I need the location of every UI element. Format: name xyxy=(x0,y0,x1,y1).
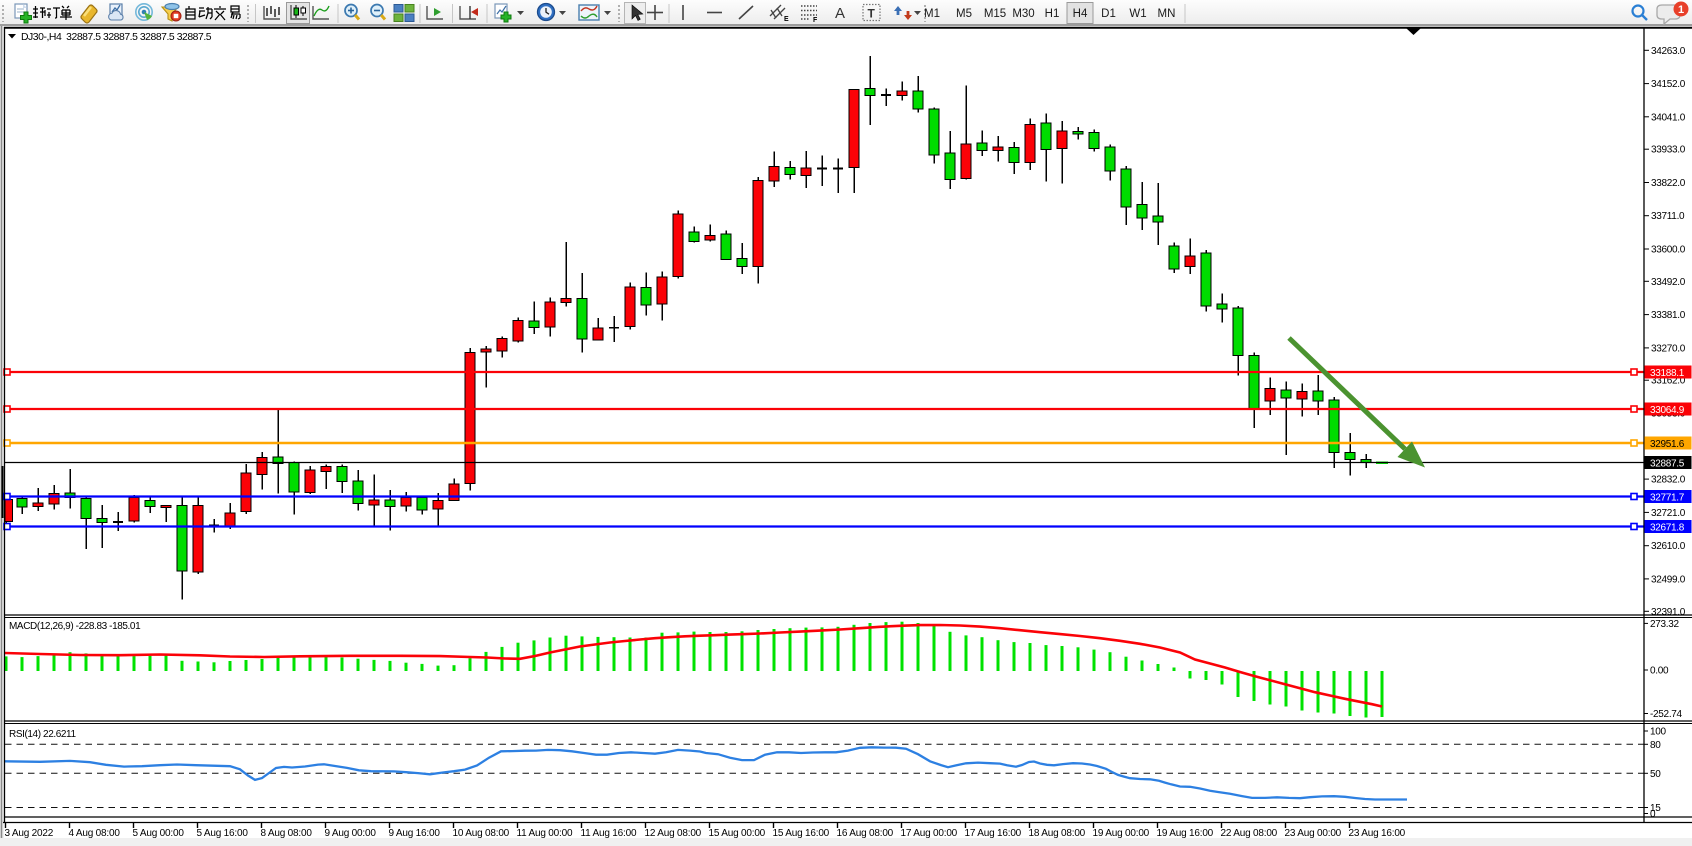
svg-text:16 Aug 08:00: 16 Aug 08:00 xyxy=(837,828,894,839)
svg-text:33162.0: 33162.0 xyxy=(1651,376,1686,387)
svg-text:23 Aug 00:00: 23 Aug 00:00 xyxy=(1285,828,1342,839)
svg-text:H1: H1 xyxy=(1045,8,1060,20)
svg-text:MN: MN xyxy=(1158,8,1176,20)
svg-text:23 Aug 16:00: 23 Aug 16:00 xyxy=(1349,828,1406,839)
svg-text:H4: H4 xyxy=(1073,8,1088,20)
svg-text:RSI(14) 22.6211: RSI(14) 22.6211 xyxy=(9,729,76,740)
svg-text:32771.7: 32771.7 xyxy=(1650,492,1685,503)
svg-text:32721.0: 32721.0 xyxy=(1651,508,1686,519)
svg-text:10 Aug 08:00: 10 Aug 08:00 xyxy=(453,828,510,839)
svg-text:12 Aug 08:00: 12 Aug 08:00 xyxy=(645,828,702,839)
svg-text:33381.0: 33381.0 xyxy=(1651,310,1686,321)
svg-text:34041.0: 34041.0 xyxy=(1651,112,1686,123)
svg-text:33270.0: 33270.0 xyxy=(1651,343,1686,354)
svg-text:32391.0: 32391.0 xyxy=(1651,607,1686,618)
svg-text:22 Aug 08:00: 22 Aug 08:00 xyxy=(1221,828,1278,839)
svg-text:MACD(12,26,9) -228.83 -185.01: MACD(12,26,9) -228.83 -185.01 xyxy=(9,621,141,632)
svg-text:33188.1: 33188.1 xyxy=(1650,368,1685,379)
svg-text:4 Aug 08:00: 4 Aug 08:00 xyxy=(69,828,121,839)
svg-text:0.00: 0.00 xyxy=(1650,666,1669,677)
svg-text:33933.0: 33933.0 xyxy=(1651,145,1686,156)
svg-text:33492.0: 33492.0 xyxy=(1651,277,1686,288)
svg-text:18 Aug 08:00: 18 Aug 08:00 xyxy=(1029,828,1086,839)
svg-text:33600.0: 33600.0 xyxy=(1651,245,1686,256)
svg-text:19 Aug 16:00: 19 Aug 16:00 xyxy=(1157,828,1214,839)
svg-text:273.32: 273.32 xyxy=(1650,619,1680,630)
svg-text:33711.0: 33711.0 xyxy=(1651,211,1685,222)
svg-text:9 Aug 00:00: 9 Aug 00:00 xyxy=(325,828,377,839)
svg-text:F: F xyxy=(813,17,818,24)
svg-text:50: 50 xyxy=(1650,769,1661,780)
svg-text:80: 80 xyxy=(1650,740,1661,751)
svg-text:M5: M5 xyxy=(956,8,972,20)
svg-text:1: 1 xyxy=(1678,4,1684,16)
svg-text:33822.0: 33822.0 xyxy=(1651,178,1686,189)
svg-text:E: E xyxy=(784,16,789,23)
svg-text:33064.9: 33064.9 xyxy=(1650,405,1685,416)
svg-text:15 Aug 16:00: 15 Aug 16:00 xyxy=(773,828,830,839)
svg-text:19 Aug 00:00: 19 Aug 00:00 xyxy=(1093,828,1150,839)
svg-text:32951.6: 32951.6 xyxy=(1650,439,1685,450)
svg-text:T: T xyxy=(868,7,876,21)
svg-text:5 Aug 00:00: 5 Aug 00:00 xyxy=(133,828,185,839)
svg-text:15 Aug 00:00: 15 Aug 00:00 xyxy=(709,828,766,839)
svg-text:A: A xyxy=(835,5,845,22)
svg-text:M1: M1 xyxy=(924,8,940,20)
svg-text:100: 100 xyxy=(1650,727,1667,738)
svg-text:M15: M15 xyxy=(984,8,1006,20)
svg-text:32671.8: 32671.8 xyxy=(1650,522,1685,533)
svg-text:17 Aug 16:00: 17 Aug 16:00 xyxy=(965,828,1022,839)
svg-text:9 Aug 16:00: 9 Aug 16:00 xyxy=(389,828,441,839)
svg-text:34152.0: 34152.0 xyxy=(1651,79,1686,90)
svg-text:11 Aug 16:00: 11 Aug 16:00 xyxy=(581,828,637,839)
svg-text:8 Aug 08:00: 8 Aug 08:00 xyxy=(261,828,313,839)
svg-text:M30: M30 xyxy=(1012,8,1034,20)
svg-text:32610.0: 32610.0 xyxy=(1651,541,1686,552)
svg-text:11 Aug 00:00: 11 Aug 00:00 xyxy=(517,828,573,839)
svg-text:D1: D1 xyxy=(1101,8,1116,20)
svg-text:15: 15 xyxy=(1650,803,1661,814)
svg-text:32832.0: 32832.0 xyxy=(1651,475,1686,486)
svg-text:34263.0: 34263.0 xyxy=(1651,46,1686,57)
svg-text:32499.0: 32499.0 xyxy=(1651,574,1686,585)
svg-text:-252.74: -252.74 xyxy=(1650,709,1683,720)
svg-text:17 Aug 00:00: 17 Aug 00:00 xyxy=(901,828,958,839)
svg-text:32887.5: 32887.5 xyxy=(1650,458,1685,469)
svg-text:3 Aug 2022: 3 Aug 2022 xyxy=(5,828,54,839)
svg-text:5 Aug 16:00: 5 Aug 16:00 xyxy=(197,828,249,839)
svg-text:DJ30-,H4 32887.5 32887.5 3288: DJ30-,H4 32887.5 32887.5 32887.5 32887.5 xyxy=(21,32,212,43)
svg-text:W1: W1 xyxy=(1129,8,1146,20)
svg-text:0: 0 xyxy=(1650,809,1656,820)
